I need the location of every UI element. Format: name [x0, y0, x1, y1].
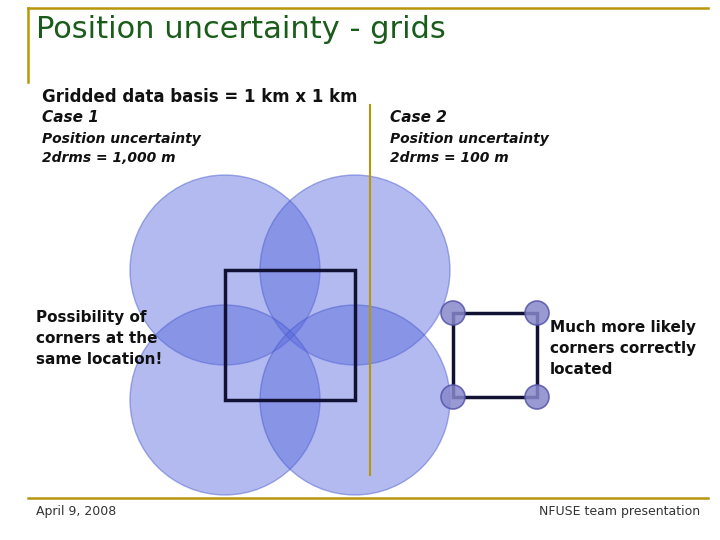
- Circle shape: [441, 385, 465, 409]
- Text: Gridded data basis = 1 km x 1 km: Gridded data basis = 1 km x 1 km: [42, 88, 358, 106]
- Bar: [225, 270, 355, 400]
- Circle shape: [525, 385, 549, 409]
- Text: Possibility of
corners at the
same location!: Possibility of corners at the same locat…: [36, 310, 163, 367]
- Circle shape: [525, 301, 549, 325]
- Text: April 9, 2008: April 9, 2008: [36, 505, 116, 518]
- Circle shape: [130, 305, 320, 495]
- Bar: [453, 313, 537, 397]
- Text: Position uncertainty
2drms = 1,000 m: Position uncertainty 2drms = 1,000 m: [42, 132, 201, 165]
- Text: Position uncertainty - grids: Position uncertainty - grids: [36, 15, 446, 44]
- Circle shape: [260, 305, 450, 495]
- Text: Position uncertainty
2drms = 100 m: Position uncertainty 2drms = 100 m: [390, 132, 549, 165]
- Circle shape: [260, 175, 450, 365]
- Circle shape: [130, 175, 320, 365]
- Text: Case 1: Case 1: [42, 110, 99, 125]
- Text: Much more likely
corners correctly
located: Much more likely corners correctly locat…: [550, 320, 696, 377]
- Text: Case 2: Case 2: [390, 110, 447, 125]
- Circle shape: [441, 301, 465, 325]
- Text: NFUSE team presentation: NFUSE team presentation: [539, 505, 700, 518]
